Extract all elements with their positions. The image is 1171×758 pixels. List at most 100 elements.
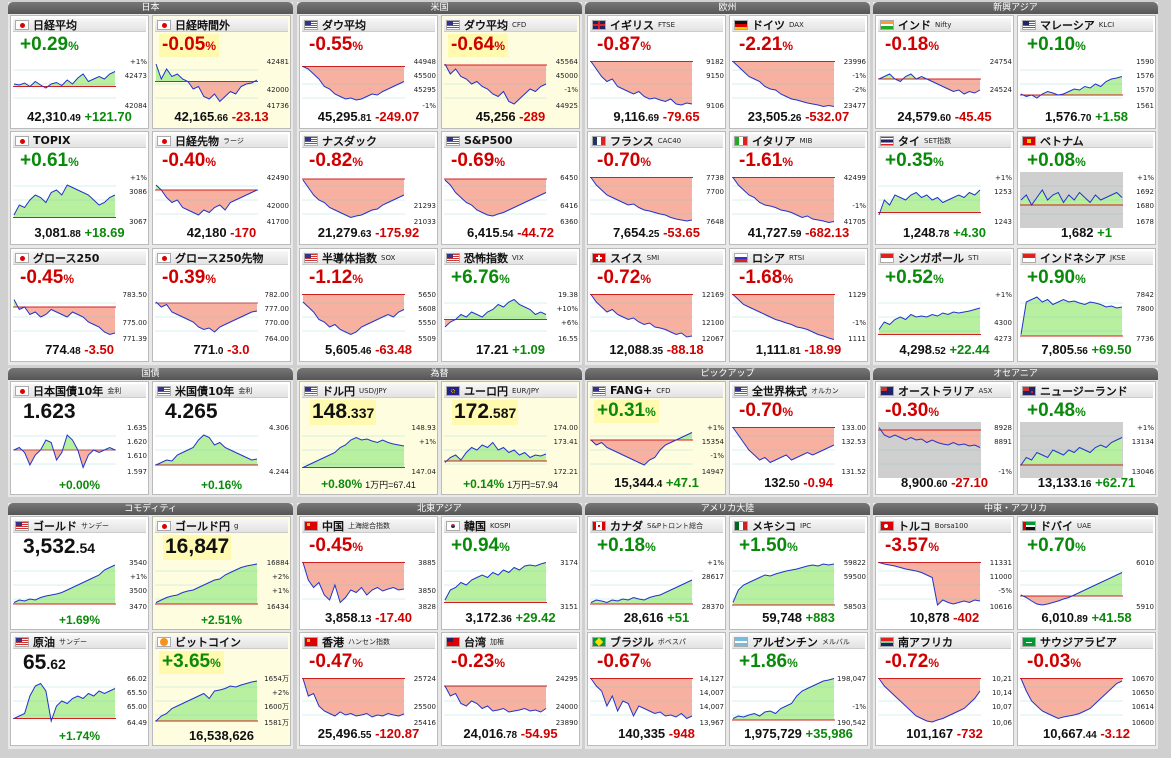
market-tile[interactable]: オーストラリア ASX -0.30% 8928 8891 -1% 8,900.60 -27.… [875, 381, 1014, 495]
tile-title: インドネシア JKSE [1020, 251, 1153, 265]
market-tile[interactable]: 台湾 加権 -0.23% 24295 24000 23890 24,016.78 -54.9… [441, 632, 580, 746]
market-tile[interactable]: ロシア RTSI -1.68% 1129 -1% 1111 1,111.81 -18.99 [729, 248, 868, 362]
market-tile[interactable]: 南アフリカ -0.72% 10,21 10,14 10,07 10,06 101,167 -… [875, 632, 1014, 746]
price-row: 774.48 -3.50 [45, 342, 114, 357]
market-tile[interactable]: ドル円 USD/JPY 148.337 148.93 +1% 147.04 +0.80% 1万… [299, 381, 438, 495]
market-name: スイス [610, 251, 643, 265]
market-tile[interactable]: S&P500 -0.69% 6450 6416 6360 6,415.54 -44.72 [441, 131, 580, 245]
axis-tick: 25724 [414, 675, 437, 683]
tile-title: 恐怖指数 VIX [444, 251, 577, 265]
jp-flag-icon [15, 385, 29, 396]
market-tile[interactable]: 日経先物 ラージ -0.40% 42490 42000 41700 42,180 -170 [152, 131, 291, 245]
market-tile[interactable]: 半導体指数 SOX -1.12% 5650 5608 5550 5509 5,605.46 -… [299, 248, 438, 362]
tile-title: オーストラリア ASX [878, 384, 1011, 398]
market-tile[interactable]: ベトナム +0.08% +1% 1692 1680 1678 1,682 +1 [1017, 131, 1156, 245]
market-tile[interactable]: 原油 サンデー 65.62 66.02 65.50 65.00 64.49 +1.74% [10, 632, 149, 746]
axis-tick: 41736 [267, 102, 290, 110]
axis-tick: 5650 [418, 291, 436, 299]
yen-rate: 1万円=67.41 [365, 480, 416, 490]
panel-header: 新興アジア [873, 2, 1158, 14]
market-tile[interactable]: ゴールド サンデー 3,532.54 3540 +1% 3500 3470 +1.69% [10, 516, 149, 630]
axis-tick: +1% [130, 58, 147, 66]
market-tile[interactable]: 日経平均 +0.29% +1% 42473 42084 42,310.49 +121.70 [10, 15, 149, 129]
market-tile[interactable]: 米国債10年 金利 4.265 4.306 4.244 +0.16% [152, 381, 291, 495]
panel-10: アメリカ大陸 カナダ S&Pトロント総合 +0.18% +1% 28617 28370 28,… [585, 503, 870, 749]
market-tile[interactable]: シンガポール STI +0.52% +1% 4300 4273 4,298.52 +22.4… [875, 248, 1014, 362]
axis-tick: 7738 [706, 174, 724, 182]
market-tile[interactable]: ナスダック -0.82% 21293 21033 21,279.63 -175.92 [299, 131, 438, 245]
change-percent: -0.69% [451, 150, 505, 171]
market-tile[interactable]: インドネシア JKSE +0.90% 7842 7800 7736 7,805.56 +69… [1017, 248, 1156, 362]
axis-tick: 28617 [702, 573, 724, 581]
market-tile[interactable]: スイス SMI -0.72% 12169 12100 12067 12,088.35 -88… [587, 248, 726, 362]
market-tile[interactable]: カナダ S&Pトロント総合 +0.18% +1% 28617 28370 28,616 +5… [587, 516, 726, 630]
price-row: 42,165.66 -23.13 [174, 109, 269, 124]
market-tile[interactable]: 全世界株式 オルカン -0.70% 133.00 132.53 131.52 132.50 … [729, 381, 868, 495]
axis-tick: 132.53 [842, 438, 867, 446]
us-flag-icon [304, 135, 318, 146]
axis-tick: 66.02 [127, 675, 147, 683]
cn-flag-icon [304, 636, 318, 647]
price-row: 13,133.16 +62.71 [1037, 475, 1136, 490]
market-tile[interactable]: ユーロ円 EUR/JPY 172.587 174.00 173.41 172.21 +0.1… [441, 381, 580, 495]
market-tile[interactable]: ニュージーランド +0.48% +1% 13134 13046 13,133.16 +62… [1017, 381, 1156, 495]
market-tile[interactable]: フランス CAC40 -0.70% 7738 7700 7648 7,654.25 -53.… [587, 131, 726, 245]
market-tile[interactable]: タイ SET指数 +0.35% +1% 1253 1243 1,248.78 +4.30 [875, 131, 1014, 245]
change-row: +0.16% [200, 478, 243, 492]
market-tile[interactable]: グロース250 -0.45% 783.50 775.00 771.39 774.48 -3… [10, 248, 149, 362]
tile-title: ドバイ UAE [1020, 519, 1153, 533]
market-tile[interactable]: グロース250先物 -0.39% 782.00 777.00 770.00 764.00 7… [152, 248, 291, 362]
axis-tick: 1.610 [127, 452, 147, 460]
market-name: 全世界株式 [752, 384, 807, 398]
price-row: 21,279.63 -175.92 [317, 225, 420, 240]
market-tile[interactable]: ゴールド円 g 16,847 16884 +2% +1% 16434 +2.51% [152, 516, 291, 630]
market-tile[interactable]: メキシコ IPC +1.50% 59822 59500 58503 59,748 +883 [729, 516, 868, 630]
panel-8: コモディティ ゴールド サンデー 3,532.54 3540 +1% 3500 3470 +1.… [8, 503, 293, 749]
market-tile[interactable]: マレーシア KLCI +0.10% 1590 1576 1570 1561 1,576.70 … [1017, 15, 1156, 129]
market-tile[interactable]: 香港 ハンセン指数 -0.47% 25724 25500 25416 25,496.55 -… [299, 632, 438, 746]
market-tile[interactable]: ブラジル ボベスパ -0.67% 14,127 14,007 14,007 13,967 14… [587, 632, 726, 746]
market-name: ベトナム [1040, 134, 1084, 148]
market-tile[interactable]: 韓国 KOSPI +0.94% 3174 3151 3,172.36 +29.42 [441, 516, 580, 630]
market-name: TOPIX [33, 134, 71, 147]
market-tile[interactable]: インド Nifty -0.18% 24754 24524 24,579.60 -45.45 [875, 15, 1014, 129]
price-row: 59,748 +883 [762, 610, 835, 625]
tile-title: ドル円 USD/JPY [302, 384, 435, 398]
axis-tick: 10,21 [992, 675, 1012, 683]
tile-title: ブラジル ボベスパ [590, 635, 723, 649]
market-tile[interactable]: ビットコイン +3.65% 1654万 +2% 1600万 1581万 16,538,626 [152, 632, 291, 746]
market-tile[interactable]: ドイツ DAX -2.21% 23996 -1% -2% 23477 23,505.26 -5… [729, 15, 868, 129]
market-tile[interactable]: ドバイ UAE +0.70% 6010 5910 6,010.89 +41.58 [1017, 516, 1156, 630]
price-row: 28,616 +51 [623, 610, 690, 625]
market-name: タイ [898, 134, 920, 148]
axis-tick: 1581万 [264, 719, 289, 727]
nz-flag-icon [1022, 385, 1036, 396]
intraday-chart: 42499 -1% 41705 [732, 172, 867, 228]
axis-tick: 7648 [706, 218, 724, 226]
market-tile[interactable]: TOPIX +0.61% +1% 3086 3067 3,081.88 +18.69 [10, 131, 149, 245]
it-flag-icon [734, 135, 748, 146]
market-tile[interactable]: アルゼンチン メルバル +1.86% 198,047 -1% 190,542 1,975,7… [729, 632, 868, 746]
market-tile[interactable]: イギリス FTSE -0.87% 9182 9150 9106 9,116.69 -79.6… [587, 15, 726, 129]
market-tile[interactable]: FANG+ CFD +0.31% +1% 15354 -1% 14947 15,344.4 +… [587, 381, 726, 495]
intraday-chart: +1% 1253 1243 [878, 172, 1013, 228]
market-tile[interactable]: イタリア MIB -1.61% 42499 -1% 41705 41,727.59 -682… [729, 131, 868, 245]
axis-tick: 1253 [994, 188, 1012, 196]
market-tile[interactable]: トルコ Borsa100 -3.57% 11331 11000 -5% 10616 10,87… [875, 516, 1014, 630]
intraday-chart: 10670 10650 10614 10600 [1020, 673, 1155, 729]
tile-title: ベトナム [1020, 134, 1153, 148]
axis-tick: 783.50 [123, 291, 148, 299]
market-tile[interactable]: ダウ平均 CFD -0.64% 45564 45000 -1% 44925 45,256 -2… [441, 15, 580, 129]
market-tile[interactable]: 中国 上海総合指数 -0.45% 3885 3850 3828 3,858.13 -17.4… [299, 516, 438, 630]
market-tile[interactable]: 日経時間外 -0.05% 42481 42000 41736 42,165.66 -23.… [152, 15, 291, 129]
market-tile[interactable]: ダウ平均 -0.55% 44948 45500 45295 -1% 45,295.81 -2… [299, 15, 438, 129]
price-row: 1,111.81 -18.99 [755, 342, 842, 357]
market-tile[interactable]: 恐怖指数 VIX +6.76% 19.38 +10% +6% 16.55 17.21 +1.0… [441, 248, 580, 362]
axis-tick: +1% [707, 424, 724, 432]
market-tile[interactable]: 日本国債10年 金利 1.623 1.635 1.620 1.610 1.597 +0.00% [10, 381, 149, 495]
axis-tick: 10,06 [992, 719, 1013, 727]
panel-header: 米国 [297, 2, 582, 14]
tile-title: S&P500 [444, 134, 577, 148]
market-tile[interactable]: サウジアラビア -0.03% 10670 10650 10614 10600 10,667.… [1017, 632, 1156, 746]
axis-tick: 1.635 [127, 424, 147, 432]
